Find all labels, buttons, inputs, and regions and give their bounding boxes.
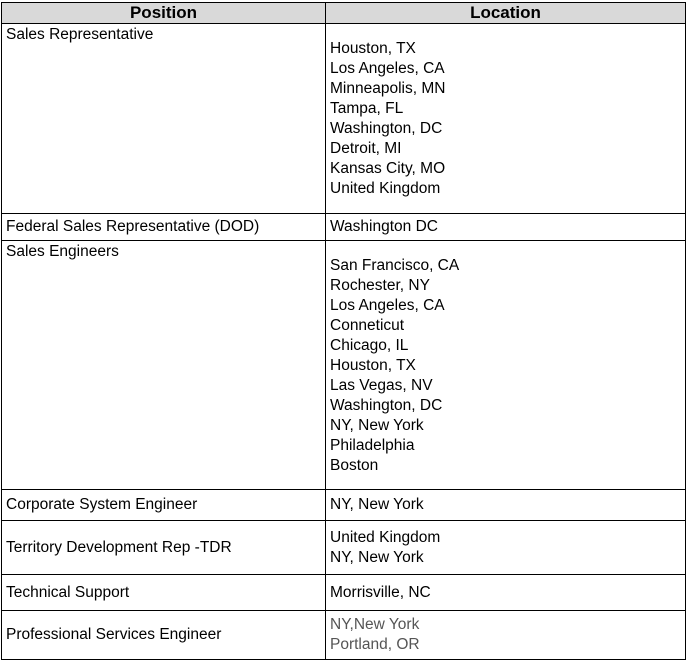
position-cell: Corporate System Engineer [1,489,326,521]
location-item: United Kingdom [330,180,441,197]
position-cell: Federal Sales Representative (DOD) [1,213,326,241]
position-cell: Territory Development Rep -TDR [1,520,326,575]
location-item: Washington, DC [330,120,443,137]
table-row: Professional Services Engineer NY,New Yor… [1,610,686,660]
location-item: United Kingdom [330,528,441,546]
position-cell: Professional Services Engineer [1,610,326,660]
location-item: NY, New York [330,496,424,513]
location-cell: Washington DC [325,213,686,241]
table-row: Technical Support Morrisville, NC [1,574,686,611]
location-item: Minneapolis, MN [330,80,446,97]
position-header: Position [1,2,326,24]
location-cell: San Francisco, CA Rochester, NY Los Angele… [325,240,686,490]
table-row: Sales Representative Houston, TX Los Angel… [1,23,686,214]
location-item: Houston, TX [330,40,416,57]
location-item: NY,New York [330,616,420,633]
location-item: San Francisco, CA [330,257,460,274]
location-item: Boston [330,457,379,474]
location-item: NY, New York [330,417,424,434]
location-item: Kansas City, MO [330,160,446,177]
location-item: Washington DC [330,218,438,235]
location-item: Los Angeles, CA [330,60,445,77]
location-item: Detroit, MI [330,140,402,157]
location-item: Conneticut [330,317,405,334]
location-item: Portland, OR [330,636,420,653]
table-row: Territory Development Rep -TDR United Kin… [1,520,686,575]
position-cell: Sales Engineers [1,240,326,490]
location-item: NY, New York [330,548,424,566]
location-cell: NY,New York Portland, OR [325,610,686,660]
location-item: Chicago, IL [330,337,409,354]
table-row: Federal Sales Representative (DOD) Washin… [1,213,686,241]
location-item: Washington, DC [330,397,443,414]
location-cell: Houston, TX Los Angeles, CA Minneapolis, M… [325,23,686,214]
location-item: Houston, TX [330,357,416,374]
location-cell: NY, New York [325,489,686,521]
location-item: Rochester, NY [330,277,430,294]
location-cell: United Kingdom NY, New York [325,520,686,575]
position-cell: Technical Support [1,574,326,611]
header-row: Position Location [1,2,686,24]
position-cell: Sales Representative [1,23,326,214]
location-item: Morrisville, NC [330,583,431,601]
table-row: Sales Engineers San Francisco, CA Rocheste… [1,240,686,490]
location-item: Philadelphia [330,437,415,454]
table-row: Corporate System Engineer NY, New York [1,489,686,521]
location-item: Las Vegas, NV [330,377,433,394]
location-item: Los Angeles, CA [330,297,445,314]
location-header: Location [325,2,686,24]
location-item: Tampa, FL [330,100,404,117]
location-cell: Morrisville, NC [325,574,686,611]
